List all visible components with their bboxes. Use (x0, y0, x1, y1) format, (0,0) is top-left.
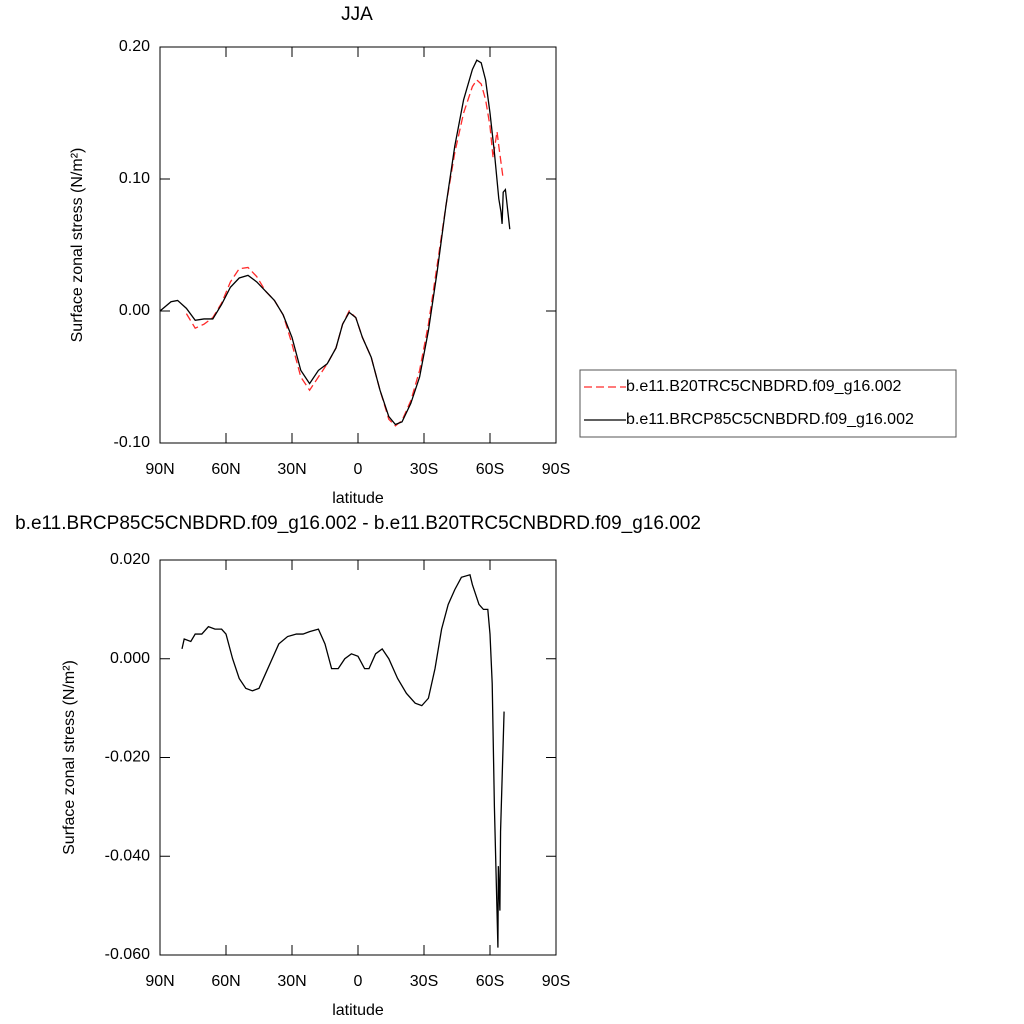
data-line (185, 79, 504, 427)
y-axis-label: Surface zonal stress (N/m²) (61, 660, 78, 855)
y-tick-label: 0.000 (110, 650, 150, 667)
x-axis-label: latitude (332, 490, 384, 507)
y-tick-label: 0.20 (119, 38, 150, 55)
y-tick-label: -0.10 (114, 434, 151, 451)
x-tick-label: 0 (354, 973, 363, 990)
y-tick-label: -0.060 (105, 946, 150, 963)
x-tick-label: 30N (277, 973, 306, 990)
y-tick-label: -0.040 (105, 847, 150, 864)
legend-label: b.e11.BRCP85C5CNBDRD.f09_g16.002 (626, 411, 914, 428)
x-tick-label: 60N (211, 973, 240, 990)
y-axis-label: Surface zonal stress (N/m²) (69, 148, 86, 343)
x-tick-label: 90N (145, 973, 174, 990)
chart-title: JJA (341, 4, 373, 25)
x-tick-label: 60S (476, 973, 504, 990)
y-tick-label: 0.10 (119, 170, 150, 187)
y-tick-label: 0.020 (110, 551, 150, 568)
data-line (181, 573, 505, 948)
chart-title: b.e11.BRCP85C5CNBDRD.f09_g16.002 - b.e11… (15, 513, 701, 534)
y-tick-label: -0.020 (105, 749, 150, 766)
x-axis-label: latitude (332, 1002, 384, 1019)
data-line (159, 59, 511, 426)
y-tick-label: 0.00 (119, 302, 150, 319)
x-tick-label: 90N (145, 461, 174, 478)
x-tick-label: 90S (542, 461, 570, 478)
x-tick-label: 60N (211, 461, 240, 478)
x-tick-label: 30S (410, 461, 438, 478)
legend-label: b.e11.B20TRC5CNBDRD.f09_g16.002 (626, 378, 902, 395)
x-tick-label: 30S (410, 973, 438, 990)
legend-box (579, 369, 957, 438)
plot-frame (159, 46, 557, 444)
x-tick-label: 30N (277, 461, 306, 478)
x-tick-label: 0 (354, 461, 363, 478)
x-tick-label: 60S (476, 461, 504, 478)
x-tick-label: 90S (542, 973, 570, 990)
